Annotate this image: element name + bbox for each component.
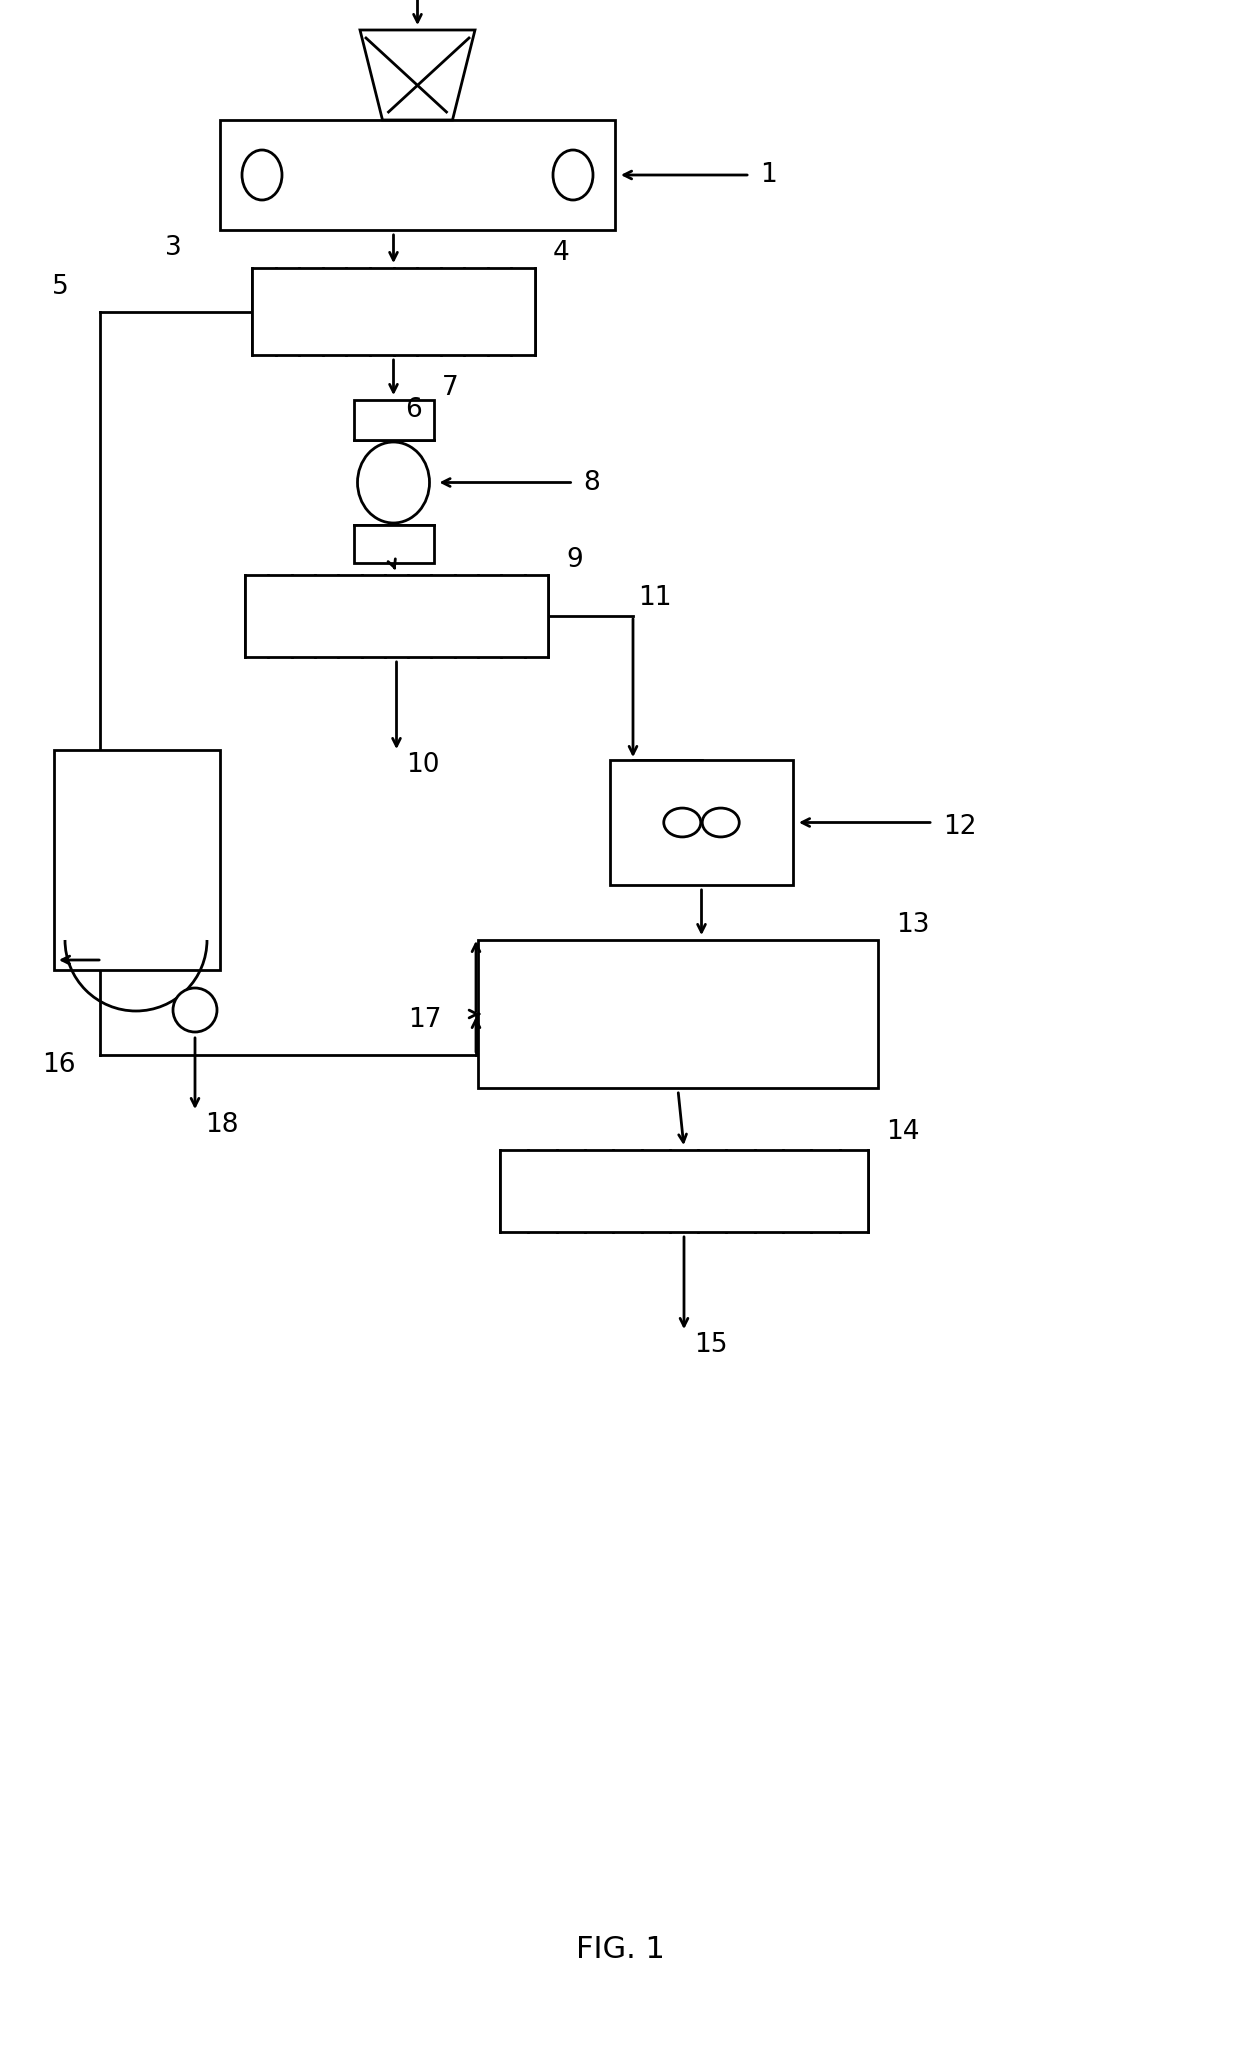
Text: 15: 15 [694, 1332, 728, 1359]
Bar [246, 574, 548, 657]
Text: 8: 8 [584, 469, 600, 496]
Text: 1: 1 [760, 161, 776, 188]
Ellipse shape [242, 151, 281, 200]
Ellipse shape [357, 442, 429, 522]
Ellipse shape [702, 807, 739, 836]
Text: FIG. 1: FIG. 1 [575, 1935, 665, 1964]
Text: 18: 18 [205, 1111, 238, 1138]
Polygon shape [360, 31, 475, 120]
Text: 16: 16 [42, 1051, 76, 1078]
Text: 9: 9 [565, 547, 583, 572]
Bar [219, 120, 615, 229]
Circle shape [174, 987, 217, 1032]
Bar [353, 525, 434, 564]
Bar [55, 750, 219, 971]
Bar [477, 940, 878, 1088]
Bar [353, 401, 434, 440]
Text: 13: 13 [897, 913, 930, 938]
Text: 17: 17 [408, 1008, 441, 1032]
Text: 6: 6 [405, 396, 423, 423]
Text: 4: 4 [553, 240, 569, 266]
Text: 3: 3 [165, 235, 182, 260]
Bar [252, 268, 534, 355]
Bar [500, 1150, 868, 1233]
Ellipse shape [553, 151, 593, 200]
Text: 10: 10 [407, 752, 440, 779]
Ellipse shape [663, 807, 701, 836]
Text: 7: 7 [441, 376, 459, 401]
Text: 5: 5 [52, 273, 68, 299]
Text: 11: 11 [639, 584, 672, 611]
Text: 12: 12 [942, 814, 977, 840]
Text: 14: 14 [887, 1119, 920, 1144]
Bar [610, 760, 794, 886]
